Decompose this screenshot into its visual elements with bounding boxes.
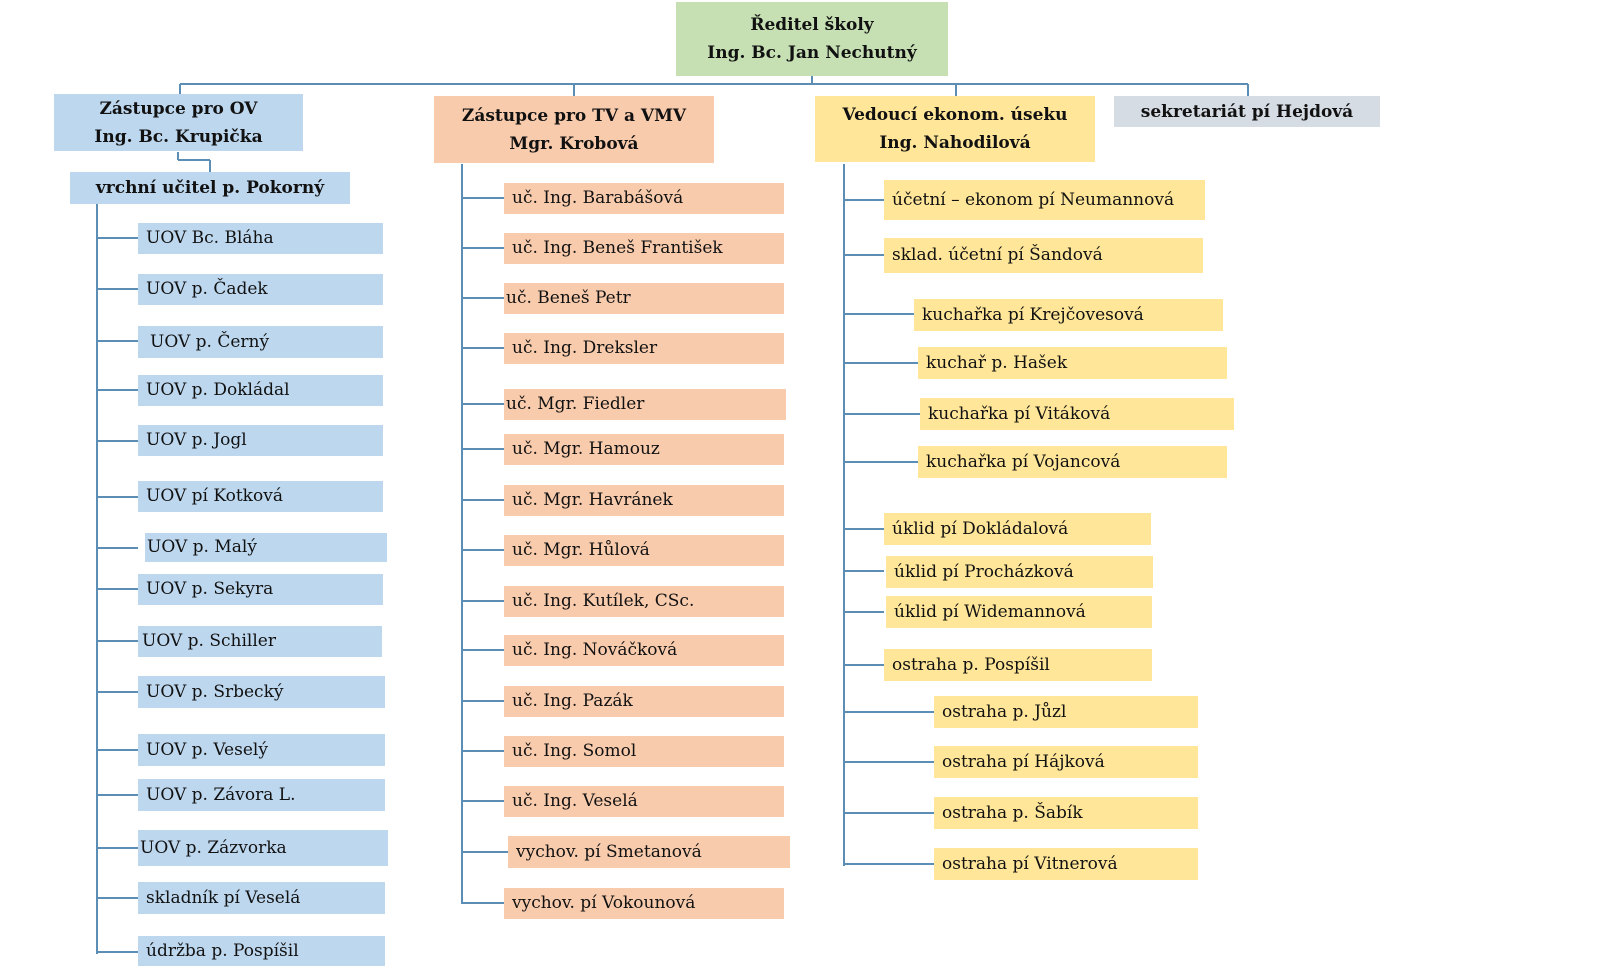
- tv-staff-item: uč. Ing. Kutílek, CSc.: [504, 586, 784, 617]
- ov-staff-item: UOV p. Malý: [145, 533, 387, 562]
- econ-staff-item: kuchařka pí Vojancová: [918, 446, 1227, 478]
- ov-staff-item: UOV p. Veselý: [138, 734, 385, 766]
- econ-staff-item: úklid pí Widemannová: [886, 596, 1152, 628]
- econ-staff-item: ostraha p. Jůzl: [934, 696, 1198, 728]
- ov-staff-item: UOV p. Srbecký: [138, 676, 385, 708]
- tv-staff-item: uč. Ing. Dreksler: [504, 333, 784, 364]
- deputy-tv-box: Zástupce pro TV a VMV Mgr. Krobová: [434, 96, 714, 163]
- econ-staff-item: kuchařka pí Krejčovesová: [914, 299, 1223, 331]
- econ-head-box: Vedoucí ekonom. úseku Ing. Nahodilová: [815, 96, 1095, 162]
- director-title: Ředitel školy: [750, 15, 874, 35]
- chief-teacher-box: vrchní učitel p. Pokorný: [70, 172, 350, 204]
- tv-staff-item: uč. Ing. Somol: [504, 736, 784, 767]
- econ-staff-item: ostraha pí Hájková: [934, 746, 1198, 778]
- tv-staff-item: uč. Beneš Petr: [504, 283, 784, 314]
- ov-staff-item: UOV p. Sekyra: [138, 574, 383, 605]
- ov-staff-item: UOV p. Černý: [138, 326, 383, 358]
- econ-staff-item: kuchař p. Hašek: [918, 347, 1227, 379]
- director-box: Ředitel školy Ing. Bc. Jan Nechutný: [676, 2, 948, 76]
- econ-head-name: Ing. Nahodilová: [879, 133, 1031, 153]
- econ-staff-item: ostraha pí Vitnerová: [934, 848, 1198, 880]
- ov-staff-item: UOV p. Zázvorka: [138, 830, 388, 866]
- econ-staff-item: úklid pí Procházková: [886, 556, 1153, 588]
- tv-staff-item: uč. Ing. Beneš František: [504, 233, 784, 264]
- ov-staff-item: UOV p. Čadek: [138, 274, 383, 305]
- tv-staff-item: uč. Mgr. Havránek: [504, 485, 784, 516]
- deputy-ov-title: Zástupce pro OV: [99, 98, 258, 119]
- econ-staff-item: účetní – ekonom pí Neumannová: [884, 180, 1205, 220]
- econ-staff-item: sklad. účetní pí Šandová: [884, 238, 1203, 273]
- econ-staff-item: ostraha p. Pospíšil: [884, 649, 1152, 681]
- secretariat-box: sekretariát pí Hejdová: [1114, 96, 1380, 127]
- ov-staff-item: UOV Bc. Bláha: [138, 223, 383, 254]
- tv-staff-item: uč. Mgr. Fiedler: [504, 389, 786, 420]
- tv-staff-item: uč. Ing. Barabášová: [504, 183, 784, 214]
- tv-staff-item: uč. Ing. Pazák: [504, 686, 784, 717]
- tv-staff-item: vychov. pí Smetanová: [508, 836, 790, 868]
- tv-staff-item: uč. Mgr. Hůlová: [504, 535, 784, 566]
- secretariat-label: sekretariát pí Hejdová: [1140, 101, 1354, 122]
- ov-staff-item: UOV p. Jogl: [138, 425, 383, 456]
- ov-staff-item: UOV pí Kotková: [138, 481, 383, 512]
- econ-head-title: Vedoucí ekonom. úseku: [842, 105, 1068, 125]
- tv-staff-item: vychov. pí Vokounová: [504, 888, 784, 919]
- ov-staff-item: skladník pí Veselá: [138, 882, 385, 914]
- ov-staff-item: údržba p. Pospíšil: [138, 936, 385, 966]
- chief-teacher-label: vrchní učitel p. Pokorný: [95, 177, 325, 198]
- econ-staff-item: kuchařka pí Vitáková: [920, 398, 1234, 430]
- deputy-ov-name: Ing. Bc. Krupička: [94, 126, 263, 147]
- ov-staff-item: UOV p. Dokládal: [138, 375, 383, 406]
- econ-staff-item: úklid pí Dokládalová: [884, 513, 1151, 545]
- ov-staff-item: UOV p. Závora L.: [138, 779, 385, 811]
- deputy-tv-title: Zástupce pro TV a VMV: [461, 105, 687, 126]
- deputy-tv-name: Mgr. Krobová: [509, 133, 639, 154]
- deputy-ov-box: Zástupce pro OV Ing. Bc. Krupička: [54, 94, 303, 151]
- tv-staff-item: uč. Ing. Veselá: [504, 786, 784, 817]
- econ-staff-item: ostraha p. Šabík: [934, 797, 1198, 829]
- ov-staff-item: UOV p. Schiller: [138, 626, 382, 657]
- director-name: Ing. Bc. Jan Nechutný: [707, 43, 917, 63]
- tv-staff-item: uč. Mgr. Hamouz: [504, 434, 784, 465]
- tv-staff-item: uč. Ing. Nováčková: [504, 635, 784, 666]
